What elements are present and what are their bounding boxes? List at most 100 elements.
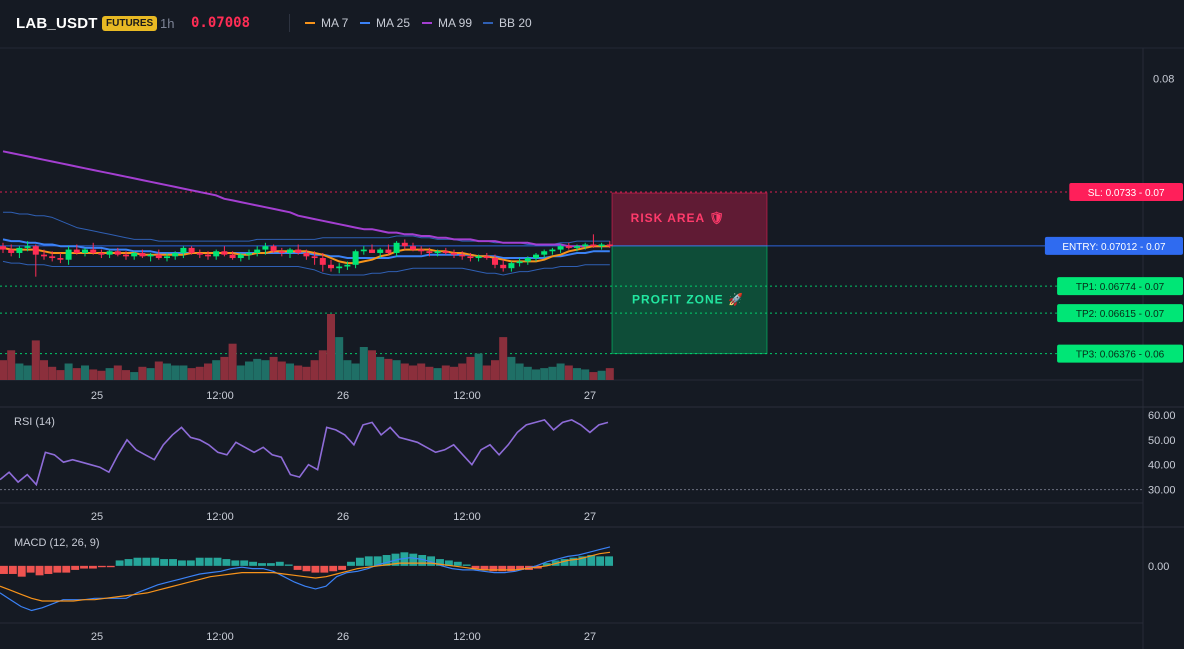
macd-histogram-bar [507,565,516,572]
legend-ma99[interactable]: MA 99 [422,16,472,30]
rsi-tick-label: 50.00 [1148,435,1176,447]
candle-body [516,261,523,264]
macd-histogram-bar [204,557,213,566]
volume-bar [343,360,352,380]
volume-bar [64,363,73,380]
macd-histogram-bar [71,565,80,570]
candle-body [541,251,548,255]
candle-body [221,251,228,255]
volume-bar [384,358,393,380]
volume-bar [195,366,204,380]
candle-body [8,249,15,253]
timeframe-label[interactable]: 1h [160,16,175,31]
volume-bar [466,356,475,380]
macd-histogram-bar [240,560,249,566]
volume-bar [523,366,532,380]
candle-body [123,254,129,257]
volume-bar [81,365,89,380]
candle-body [328,264,334,269]
candle-body [360,249,367,252]
x-tick-label: 26 [337,390,349,402]
x-tick-label: 12:00 [206,631,234,643]
macd-histogram-bar [8,565,17,574]
risk-area-label: RISK AREA 🛡 [631,211,726,225]
legend-ma7[interactable]: MA 7 [305,16,348,30]
macd-histogram-bar [311,565,320,573]
candle-body [278,251,285,253]
ma99-swatch [422,22,432,24]
macd-histogram-bar [560,559,569,566]
candle-body [82,249,88,253]
rsi-tick-label: 40.00 [1148,460,1176,472]
candle-body [32,246,39,255]
macd-histogram-bar [275,561,284,566]
macd-histogram-bar [177,560,186,566]
volume-bar [597,370,606,380]
volume-bar [204,363,212,380]
candle-body [410,246,416,250]
candle-body [508,263,515,269]
rsi-line [0,418,609,487]
candle-body [65,249,72,260]
candle-body [90,249,97,253]
volume-bar [163,363,171,380]
volume-bar [89,369,98,380]
volume-bar [409,365,417,380]
volume-bar [532,369,540,380]
candle-body [483,256,490,259]
legend-ma25-label: MA 25 [376,16,411,30]
candle-body [475,256,482,259]
volume-bar [392,360,401,380]
tp3-level-label: TP3: 0.06376 - 0.06 [1076,350,1165,361]
macd-histogram-bar [382,555,391,566]
futures-badge: FUTURES [102,16,158,31]
volume-bar [122,370,130,380]
volume-bar [548,366,557,380]
volume-bar [286,363,294,380]
x-tick-label: 12:00 [206,511,234,523]
candle-body [426,251,433,253]
x-tick-label: 25 [91,511,103,523]
volume-bar [31,340,40,380]
x-tick-label: 25 [91,390,103,402]
entry-level-label: ENTRY: 0.07012 - 0.07 [1062,242,1166,253]
volume-bar [302,366,311,380]
candle-body [147,254,154,257]
macd-histogram-bar [293,565,302,570]
candle-body [369,249,375,253]
macd-histogram-bar [329,565,338,572]
legend-bb20-label: BB 20 [499,16,532,30]
candle-body [205,254,211,257]
candle-body [467,256,474,259]
bb-lower-line [2,260,610,276]
macd-histogram-bar [249,561,258,566]
macd-histogram-bar [97,565,106,568]
symbol-title[interactable]: LAB_USDT [16,15,98,32]
candle-body [574,246,580,248]
ma7-swatch [305,22,315,24]
volume-bar [491,360,499,380]
ma25-swatch [360,22,370,24]
macd-tick-label: 0.00 [1148,561,1169,573]
candle-body [295,249,302,253]
candle-body [254,249,261,253]
macd-histogram-bar [427,556,436,566]
macd-histogram-bar [578,556,587,566]
volume-bar [573,368,581,380]
volume-bar [130,372,139,380]
macd-histogram-bar [213,557,222,566]
tp2-level-tag [1057,304,1183,323]
volume-bar [441,365,450,380]
candle-body [237,254,244,259]
candle-body [393,242,400,253]
macd-histogram-bar [142,557,151,566]
candle-body [196,252,203,255]
legend-ma25[interactable]: MA 25 [360,16,410,30]
x-tick-label: 27 [584,511,596,523]
volume-bar [425,366,434,380]
volume-bar [220,356,229,380]
macd-histogram-bar [480,565,489,570]
legend-bb20[interactable]: BB 20 [483,16,532,30]
x-tick-label: 25 [91,631,103,643]
